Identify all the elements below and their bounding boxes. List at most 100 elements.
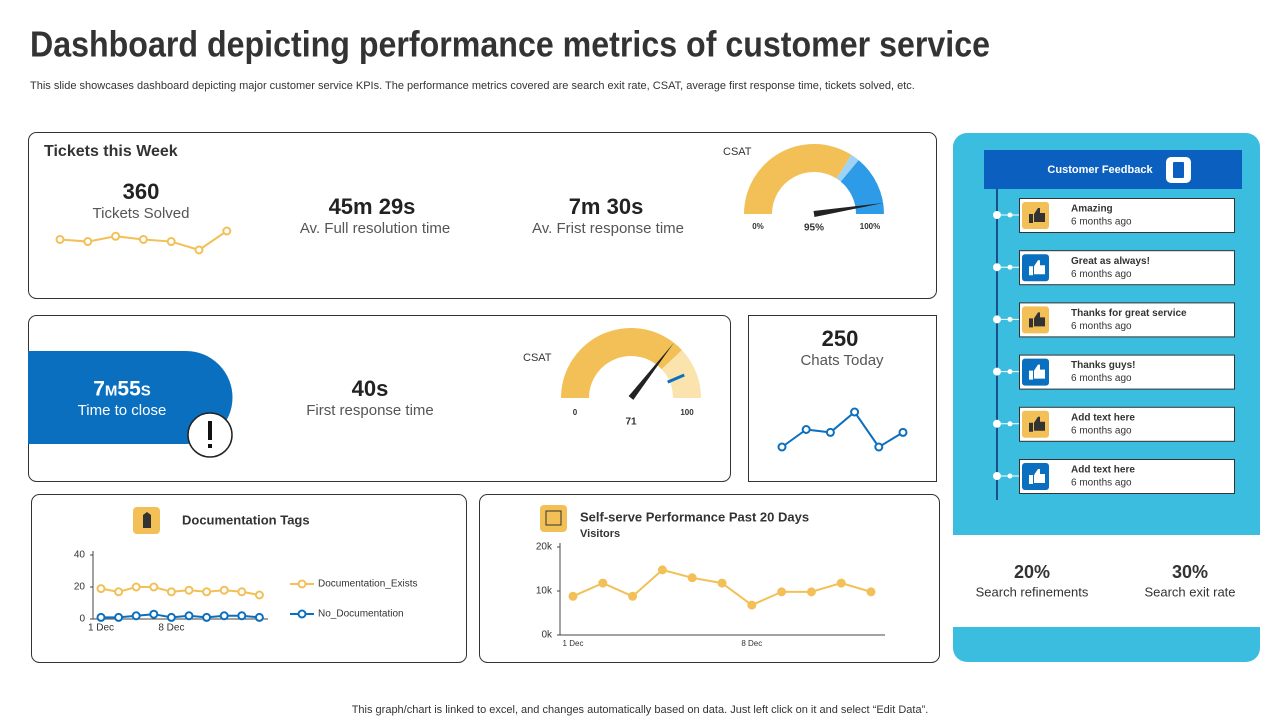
sparkline-point [801, 425, 811, 434]
legend-label: No_Documentation [318, 609, 404, 620]
kpi-value: 20% [1014, 562, 1050, 582]
like-icon [1029, 260, 1045, 276]
kpi-value: 7m 30s [569, 194, 644, 219]
chart-title: Self-serve Performance Past 20 Days [580, 509, 809, 524]
series-point [254, 590, 264, 600]
gauge-needle [628, 342, 674, 400]
y-tick-label: 40 [74, 550, 86, 561]
legend-swatch [297, 579, 307, 589]
timeline-dot [993, 263, 1001, 272]
gauge-band [836, 154, 859, 182]
kpi-value: 7m55s [93, 378, 151, 401]
like-icon [1029, 312, 1045, 328]
y-tick-label: 0k [541, 630, 553, 641]
like-icon [1029, 469, 1045, 484]
series-point [96, 584, 106, 594]
kpi-value: 45m 29s [329, 194, 416, 219]
card [31, 494, 467, 663]
performance-icon [545, 510, 562, 526]
x-tick-label: 8 Dec [158, 623, 184, 634]
feedback-item [1019, 459, 1235, 494]
series-point [657, 565, 667, 575]
alert-icon [208, 444, 212, 448]
y-tick-label: 10k [536, 586, 553, 597]
x-tick-label: 1 Dec [563, 639, 584, 648]
page-subtitle: This slide showcases dashboard depicting… [30, 80, 915, 92]
sparkline-point [138, 234, 148, 244]
series-point [96, 612, 106, 622]
feedback-item [1019, 250, 1235, 286]
series-point [219, 611, 229, 621]
gauge-band [744, 144, 852, 214]
sparkline-point [874, 442, 884, 452]
series-point [777, 587, 787, 597]
feedback-time: 6 months ago [1071, 321, 1132, 332]
kpi-value: 40s [352, 376, 389, 401]
tag-icon [143, 512, 151, 528]
series-point [114, 612, 124, 622]
sparkline-point [825, 427, 835, 437]
series-point [149, 582, 159, 592]
feedback-item [1019, 354, 1235, 390]
series-point [717, 578, 727, 588]
kpi-value: 360 [123, 179, 160, 204]
kpi-value: 250 [822, 326, 859, 351]
feedback-item [1019, 302, 1235, 338]
series-point [184, 611, 194, 621]
feedback-time: 6 months ago [1071, 217, 1132, 228]
sparkline-point [850, 407, 860, 417]
gauge-band [561, 328, 683, 398]
kpi-label: Search exit rate [1144, 584, 1235, 599]
chart-subtitle: Visitors [580, 528, 620, 540]
series-point [166, 612, 176, 622]
series-point [866, 587, 876, 597]
kpi-label: Chats Today [800, 352, 884, 369]
series-point [254, 612, 264, 622]
kpi-label: Time to close [78, 402, 167, 419]
feedback-header [984, 150, 1242, 189]
feedback-text: Amazing [1071, 204, 1113, 215]
page-title: Dashboard depicting performance metrics … [30, 24, 990, 65]
feedback-title: Customer Feedback [1047, 164, 1153, 176]
series-point [184, 585, 194, 595]
like-icon [1029, 208, 1045, 223]
kpi-label: Av. Full resolution time [300, 220, 450, 237]
y-tick-label: 20k [536, 542, 553, 553]
series-point [598, 578, 608, 588]
series-point [628, 591, 638, 601]
series-point [687, 573, 697, 583]
timeline-dot [993, 472, 1001, 480]
gauge-band [661, 350, 701, 398]
series-point [131, 611, 141, 621]
performance-icon [540, 505, 567, 532]
like-icon [1029, 416, 1045, 432]
series-point [114, 587, 124, 597]
timeline-dot [993, 211, 1001, 219]
gauge-tick-label: 0% [752, 222, 764, 231]
sparkline-point [55, 234, 65, 244]
feedback-item [1019, 198, 1235, 233]
series-point [568, 591, 578, 601]
gauge-marker [667, 373, 685, 384]
series-point [237, 611, 247, 621]
gauge-title: CSAT [523, 352, 552, 364]
series-line [101, 613, 260, 619]
feedback-text: Add text here [1071, 412, 1135, 423]
feedback-text: Great as always! [1071, 256, 1150, 267]
kpi-label: Av. Frist response time [532, 220, 684, 237]
feedback-text: Thanks guys! [1071, 360, 1135, 371]
gauge-tick-label: 0 [573, 408, 578, 417]
series-point [131, 582, 141, 592]
footer-note: This graph/chart is linked to excel, and… [352, 704, 929, 716]
x-tick-label: 1 Dec [88, 623, 114, 634]
sparkline-point [83, 237, 93, 247]
sparkline-point [194, 245, 204, 255]
sparkline-point [111, 231, 121, 241]
legend-swatch [297, 609, 307, 619]
legend-label: Documentation_Exists [318, 579, 418, 590]
series-point [237, 587, 247, 597]
series-point [166, 587, 176, 597]
series-point [747, 600, 757, 610]
gauge-band [840, 160, 884, 214]
